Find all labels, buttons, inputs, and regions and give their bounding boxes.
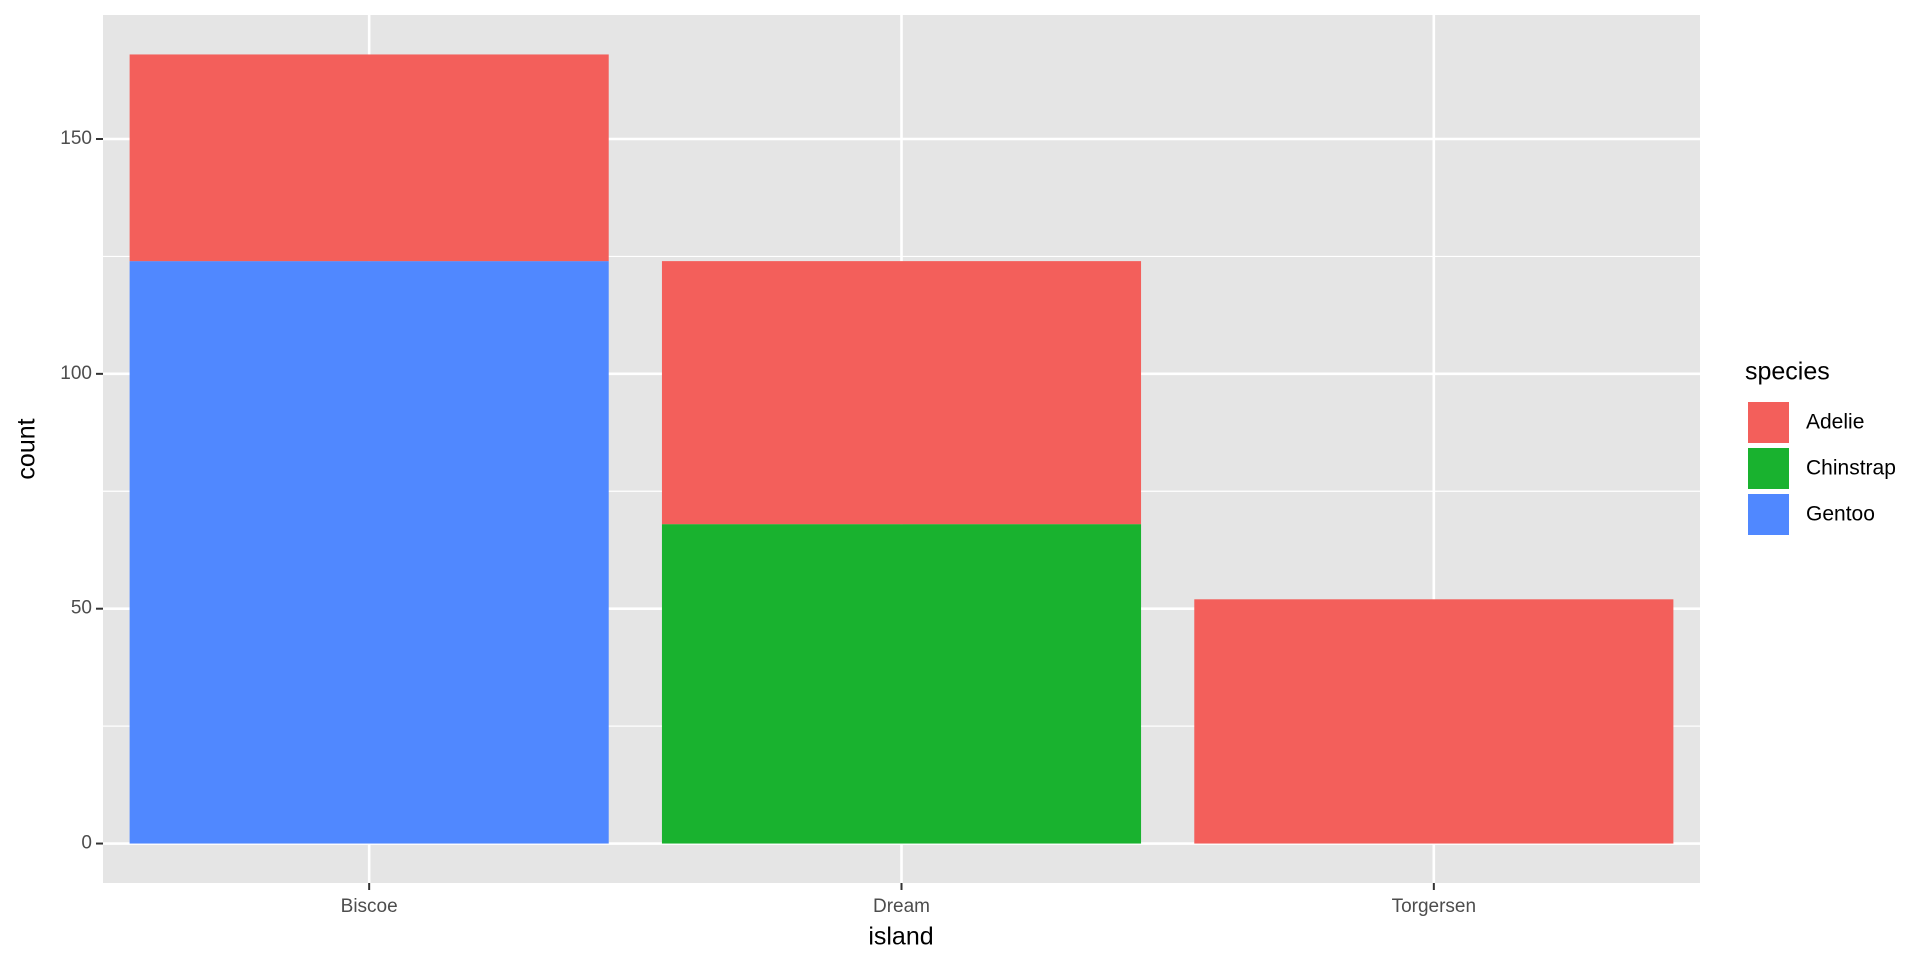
legend-key (1746, 400, 1791, 445)
y-tick-label: 50 (71, 598, 92, 619)
y-tick-label: 0 (81, 833, 92, 854)
legend-label: Adelie (1806, 411, 1864, 434)
bar-segment (661, 261, 1142, 525)
legend-label: Chinstrap (1806, 457, 1896, 480)
x-tick-label: Dream (873, 896, 930, 917)
legend-key (1746, 446, 1791, 491)
y-tick-label: 150 (60, 128, 92, 149)
y-axis-title: count (13, 418, 41, 479)
bar-segment (661, 524, 1142, 844)
x-tick-label: Torgersen (1392, 896, 1477, 917)
bar-segment (129, 261, 609, 844)
legend-key (1746, 492, 1791, 537)
legend-label: Gentoo (1806, 503, 1875, 526)
x-tick-label: Biscoe (341, 896, 398, 917)
x-axis-title: island (868, 923, 933, 951)
bar-segment (129, 54, 609, 262)
bar-segment (1194, 599, 1674, 844)
legend-title: species (1745, 358, 1830, 386)
y-tick-label: 100 (60, 363, 92, 384)
